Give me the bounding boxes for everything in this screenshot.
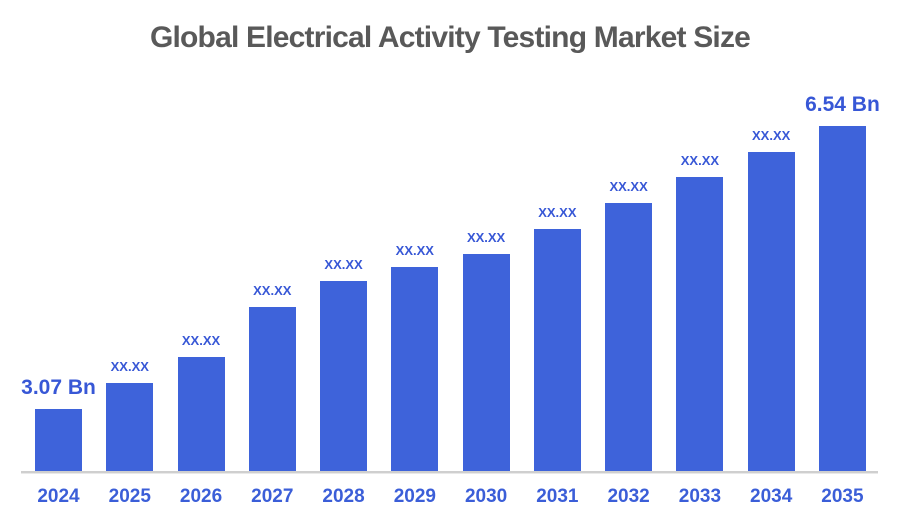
- bar-2027: [248, 307, 296, 471]
- bar-2024: [35, 409, 82, 471]
- bar-group-2030: XX.XX: [462, 230, 510, 471]
- x-axis-label-2031: 2031: [536, 486, 579, 507]
- x-axis-label-2030: 2030: [464, 486, 508, 507]
- bar-2030: [462, 254, 510, 471]
- bar-group-2024: 3.07 Bn: [21, 376, 96, 471]
- bar-2028: [320, 281, 368, 471]
- bar-2035: [818, 126, 866, 471]
- bar-group-2031: XX.XX: [533, 205, 581, 471]
- bar-value-label: XX.XX: [324, 257, 363, 273]
- x-axis-label-2026: 2026: [179, 486, 223, 507]
- x-axis-label-2027: 2027: [251, 486, 294, 507]
- bar-value-label: XX.XX: [752, 128, 791, 144]
- x-axis-label-2033: 2033: [678, 486, 722, 507]
- x-axis-label-2032: 2032: [607, 486, 650, 507]
- bar-group-2034: XX.XX: [747, 128, 795, 471]
- bar-value-label: XX.XX: [680, 153, 720, 169]
- bar-value-label: XX.XX: [181, 333, 221, 349]
- bar-value-label: 3.07 Bn: [21, 375, 96, 399]
- bar-group-2026: XX.XX: [177, 333, 225, 471]
- x-axis-line: [21, 471, 878, 474]
- bar-value-label: XX.XX: [609, 179, 648, 195]
- x-axis-label-2034: 2034: [750, 486, 793, 507]
- x-axis-label-2029: 2029: [393, 486, 436, 507]
- plot-area: 3.07 Bn XX.XX XX.XX XX.XX XX.XX XX.XX XX…: [21, 0, 880, 471]
- bar-2026: [177, 357, 225, 471]
- bar-value-label: XX.XX: [466, 230, 506, 246]
- bar-value-label: 6.54 Bn: [805, 92, 880, 116]
- bar-value-label: XX.XX: [538, 205, 577, 221]
- x-axis-labels: 2024 2025 2026 2027 2028 2029 2030 2031 …: [35, 486, 866, 508]
- bar-2034: [747, 152, 795, 471]
- chart-title: Global Electrical Activity Testing Marke…: [149, 21, 751, 54]
- bar-value-label: XX.XX: [110, 359, 149, 375]
- bar-value-label: XX.XX: [395, 243, 434, 259]
- bar-group-2025: XX.XX: [106, 359, 154, 471]
- bar-2033: [676, 177, 724, 471]
- bar-group-2028: XX.XX: [320, 257, 368, 471]
- x-axis-label-2028: 2028: [322, 486, 365, 507]
- bar-group-2032: XX.XX: [605, 179, 653, 471]
- bar-2029: [391, 267, 439, 471]
- bar-group-2029: XX.XX: [391, 243, 439, 471]
- bar-group-2027: XX.XX: [248, 283, 296, 471]
- x-axis-label-2025: 2025: [108, 486, 151, 507]
- bar-value-label: XX.XX: [253, 283, 292, 299]
- x-axis-label-2024: 2024: [37, 486, 80, 507]
- bar-2032: [605, 203, 653, 471]
- bar-group-2035: 6.54 Bn: [805, 93, 880, 471]
- bar-2031: [533, 229, 581, 471]
- bar-group-2033: XX.XX: [676, 153, 724, 471]
- x-axis-label-2035: 2035: [821, 486, 864, 507]
- bar-2025: [106, 383, 154, 471]
